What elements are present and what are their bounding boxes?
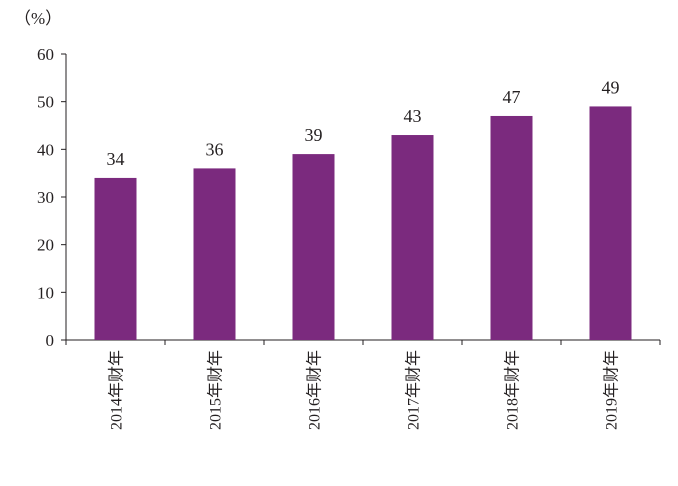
bar-2014年财年: [94, 177, 137, 340]
data-label: 49: [602, 77, 620, 97]
y-tick-label: 20: [37, 236, 54, 255]
data-label: 34: [107, 149, 125, 169]
category-label: 2015年财年: [207, 350, 225, 430]
y-tick-label: 30: [37, 188, 54, 207]
bar-2016年财年: [292, 154, 335, 340]
category-label: 2017年财年: [405, 350, 423, 430]
category-label: 2016年财年: [306, 350, 324, 430]
y-tick-label: 50: [37, 93, 54, 112]
data-label: 43: [404, 106, 422, 126]
y-axis-ticks: 0 10 20 30 40 50 60: [37, 45, 66, 350]
data-label: 36: [206, 139, 224, 159]
bar-2019年财年: [589, 106, 632, 340]
data-label: 47: [503, 87, 521, 107]
bar-2015年财年: [193, 168, 236, 340]
data-label: 39: [305, 125, 323, 145]
y-tick-label: 10: [37, 283, 54, 302]
bar-2017年财年: [391, 135, 434, 340]
category-label: 2019年财年: [603, 350, 621, 430]
y-unit-label: （%）: [14, 9, 62, 28]
y-tick-label: 60: [37, 45, 54, 64]
category-label: 2014年财年: [108, 350, 126, 430]
bars-group: [94, 106, 632, 340]
y-tick-label: 40: [37, 140, 54, 159]
data-labels-group: 34 36 39 43 47 49: [107, 77, 620, 169]
category-label: 2018年财年: [504, 350, 522, 430]
x-axis-ticks: [65, 340, 661, 345]
category-labels-group: 2014年财年 2015年财年 2016年财年 2017年财年 2018年财年 2019年…: [108, 350, 621, 430]
y-tick-label: 0: [46, 331, 55, 350]
bar-2018年财年: [490, 115, 533, 340]
